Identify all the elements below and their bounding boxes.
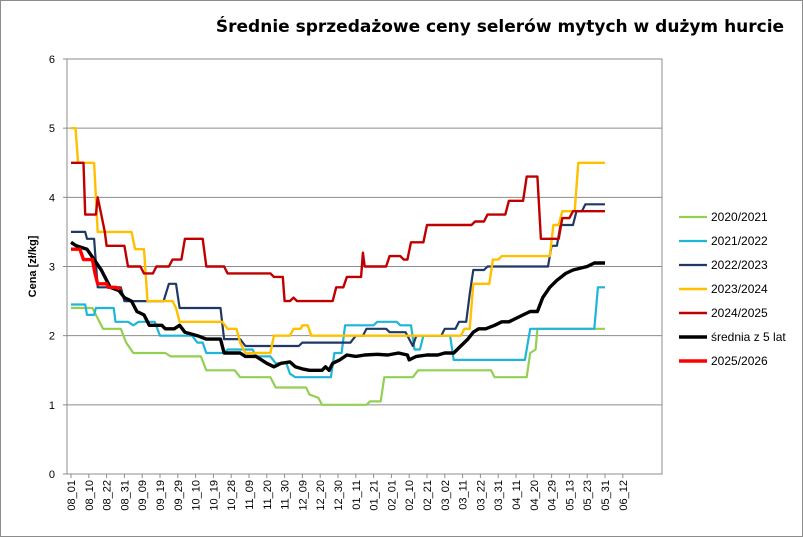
series-line-0 [71, 306, 605, 406]
x-tick-label: 05_23 [582, 480, 594, 511]
x-tick-label: 04_29 [547, 480, 559, 511]
x-tick-label: 02_21 [422, 480, 434, 511]
series-line-1 [71, 286, 605, 379]
y-tick-label: 3 [49, 262, 55, 274]
x-tick-label: 08_01 [66, 480, 78, 511]
x-tick-label: 12_20 [315, 480, 327, 511]
y-tick-label: 6 [49, 54, 55, 66]
y-tick-label: 0 [49, 469, 55, 481]
x-tick-label: 09_09 [137, 480, 149, 511]
y-tick-label: 1 [49, 400, 55, 412]
x-tick-label: 01_21 [369, 480, 381, 511]
x-tick-label: 03_31 [493, 480, 505, 511]
x-tick-label: 10_28 [226, 480, 238, 511]
series-line-6 [71, 247, 122, 291]
legend-label-4: 2024/2025 [711, 306, 768, 320]
x-tick-label: 05_31 [600, 480, 612, 511]
legend-label-2: 2022/2023 [711, 258, 768, 272]
x-tick-label: 09_19 [155, 480, 167, 511]
legend-label-0: 2020/2021 [711, 210, 768, 224]
x-tick-label: 01_11 [351, 480, 363, 510]
chart-title: Średnie sprzedażowe ceny selerów mytych … [215, 17, 785, 37]
x-tick-label: 06_12 [618, 480, 630, 511]
y-axis-label: Cena [zł/kg] [27, 235, 39, 297]
y-tick-label: 4 [49, 192, 55, 204]
x-tick-label: 03_02 [440, 480, 452, 511]
x-tick-label: 12_09 [297, 480, 309, 511]
x-tick-label: 08_22 [102, 480, 114, 511]
series-line-5 [70, 240, 605, 372]
x-tick-label: 09_29 [173, 480, 185, 511]
x-tick-label: 08_10 [84, 480, 96, 511]
legend-label-6: 2025/2026 [711, 354, 768, 368]
series-line-3 [71, 126, 605, 355]
x-tick-label: 11_20 [262, 480, 274, 510]
x-tick-label: 03_22 [475, 480, 487, 511]
x-tick-label: 11_30 [280, 480, 292, 510]
legend-label-1: 2021/2022 [711, 234, 768, 248]
x-tick-label: 11_09 [244, 480, 256, 510]
legend-label-3: 2023/2024 [711, 282, 768, 296]
x-tick-label: 10_10 [191, 480, 203, 511]
x-tick-label: 02_10 [404, 480, 416, 511]
x-tick-label: 08_31 [119, 480, 131, 511]
x-tick-label: 10_19 [208, 480, 220, 511]
x-tick-label: 05_13 [564, 480, 576, 511]
x-tick-label: 04_20 [529, 480, 541, 511]
y-tick-label: 5 [49, 123, 55, 135]
y-tick-label: 2 [49, 331, 55, 343]
x-tick-label: 04_11 [511, 480, 523, 510]
x-tick-label: 03_11 [458, 480, 470, 510]
x-tick-label: 12_30 [333, 480, 345, 511]
x-tick-label: 02_01 [386, 480, 398, 511]
legend-label-5: średnia z 5 lat [711, 330, 786, 344]
series-line-4 [71, 161, 605, 303]
